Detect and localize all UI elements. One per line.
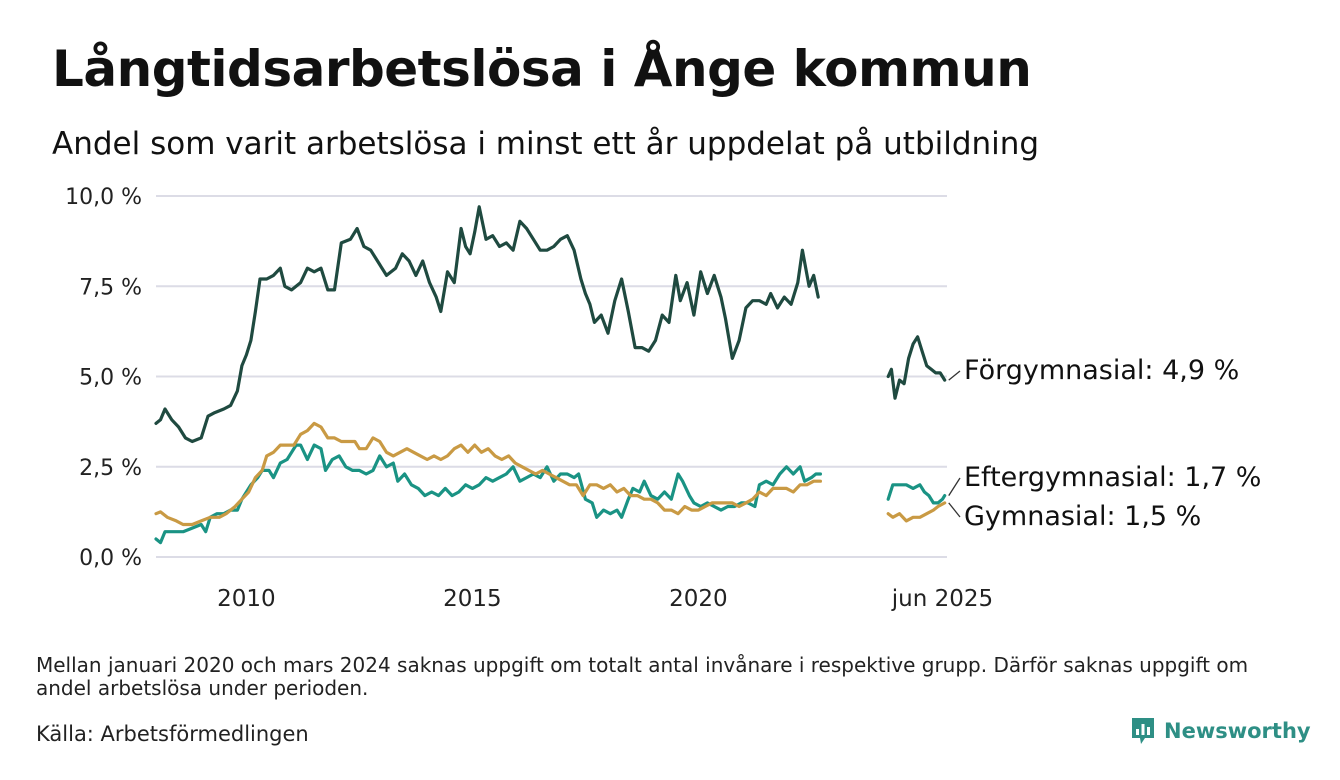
series-line (154, 443, 822, 545)
brand-name: Newsworthy (1164, 719, 1311, 743)
label-connector (948, 477, 961, 496)
label-connector (948, 370, 961, 381)
series-line (154, 421, 822, 527)
y-tick-label: 7,5 % (79, 275, 142, 300)
y-tick-label: 0,0 % (79, 546, 142, 571)
grid-lines (156, 195, 947, 558)
series-end-label: Förgymnasial: 4,9 % (964, 355, 1239, 386)
series-line (154, 205, 820, 444)
y-tick-label: 10,0 % (65, 185, 142, 210)
line-chart: 0,0 % 2,5 % 5,0 % 7,5 % 10,0 % 2010 2015 2020 j… (65, 185, 1261, 612)
chart-title: Långtidsarbetslösa i Ånge kommun (52, 40, 1032, 98)
brand-logo: Newsworthy (1130, 716, 1311, 746)
series-line (886, 483, 947, 505)
series-lines (154, 205, 947, 545)
source-text: Källa: Arbetsförmedlingen (36, 722, 309, 746)
series-end-label: Gymnasial: 1,5 % (964, 501, 1201, 532)
x-tick-label: 2015 (443, 586, 502, 612)
x-tick-label: 2020 (669, 586, 728, 612)
newsworthy-logo-icon (1132, 718, 1154, 744)
label-connector (948, 502, 961, 518)
y-tick-label: 5,0 % (79, 366, 142, 391)
y-tick-label: 2,5 % (79, 456, 142, 481)
x-axis-ticks: 2010 2015 2020 jun 2025 (217, 586, 993, 612)
series-line (886, 501, 947, 523)
chart-subtitle: Andel som varit arbetslösa i minst ett å… (52, 126, 1040, 162)
y-axis-ticks: 0,0 % 2,5 % 5,0 % 7,5 % 10,0 % (65, 185, 142, 571)
series-end-labels: Förgymnasial: 4,9 % Eftergymnasial: 1,7 %… (948, 355, 1261, 532)
series-line (886, 335, 947, 400)
x-tick-label: 2010 (217, 586, 276, 612)
series-end-label: Eftergymnasial: 1,7 % (964, 462, 1261, 493)
footnote: Mellan januari 2020 och mars 2024 saknas… (36, 653, 1249, 700)
x-tick-label: jun 2025 (891, 586, 993, 612)
